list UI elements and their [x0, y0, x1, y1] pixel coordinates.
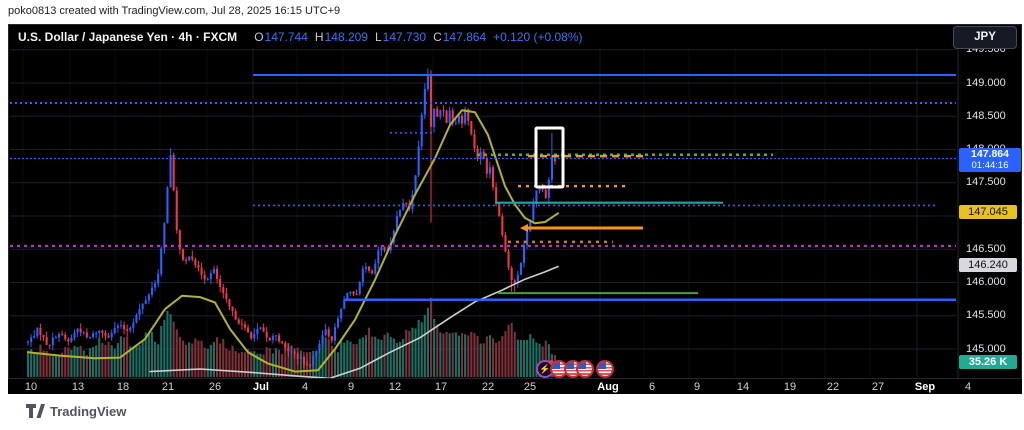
- tradingview-logo-icon: [26, 404, 45, 418]
- change-value: +0.120 (+0.08%): [493, 30, 583, 44]
- time-axis-label: 22: [481, 381, 495, 393]
- tradingview-logo[interactable]: TradingView: [26, 404, 126, 419]
- time-axis-label: 4: [964, 381, 972, 393]
- price-axis-label: 145.000: [966, 342, 1006, 355]
- time-axis-label: 22: [826, 381, 840, 393]
- close-value: 147.864: [442, 30, 487, 44]
- price-axis[interactable]: 149.500149.000148.500148.000147.500146.5…: [958, 24, 1022, 378]
- volume-badge: 35.26 K: [959, 354, 1017, 369]
- time-axis-label: Aug: [597, 381, 619, 393]
- currency-toggle-button[interactable]: JPY: [953, 26, 1017, 49]
- time-axis-label: 9: [347, 381, 355, 393]
- time-axis-label: 26: [208, 381, 222, 393]
- time-axis-label: Sep: [914, 381, 936, 393]
- symbol-title[interactable]: U.S. Dollar / Japanese Yen · 4h · FXCM: [18, 30, 238, 44]
- last-price-value: 147.864: [971, 147, 1009, 160]
- time-axis-label: Jul: [253, 381, 269, 393]
- open-label: O: [254, 30, 264, 44]
- high-label: H: [314, 30, 324, 44]
- open-value: 147.744: [264, 30, 308, 44]
- time-axis-label: 12: [388, 381, 402, 393]
- price-axis-label: 145.500: [966, 309, 1006, 322]
- price-axis-label: 146.000: [966, 276, 1006, 288]
- time-axis-label: 6: [648, 381, 656, 393]
- time-axis-label: 13: [71, 381, 85, 393]
- yellow-ma-badge: 147.045: [959, 204, 1017, 219]
- low-label: L: [374, 30, 382, 44]
- time-axis-label: 18: [116, 381, 130, 393]
- high-value: 148.209: [324, 30, 368, 44]
- last-price-badge: 147.864 01:44:16: [959, 147, 1021, 172]
- time-axis-label: 4: [301, 381, 309, 393]
- price-axis-label: 146.500: [966, 242, 1006, 255]
- time-axis-label: 9: [693, 381, 701, 393]
- time-axis-label: 10: [24, 381, 38, 393]
- tradingview-logo-text: TradingView: [50, 404, 127, 419]
- bar-countdown: 01:44:16: [971, 159, 1009, 171]
- time-axis-label: 17: [434, 381, 448, 393]
- price-axis-label: 148.500: [966, 109, 1006, 122]
- us-economic-event-icon[interactable]: [576, 360, 594, 378]
- time-axis-label: 19: [783, 381, 797, 393]
- low-value: 147.730: [382, 30, 427, 44]
- footer: TradingView: [0, 393, 1024, 430]
- price-axis-label: 149.000: [966, 76, 1006, 89]
- time-axis-label: 14: [736, 381, 750, 393]
- time-axis-label: 21: [161, 381, 175, 393]
- close-label: C: [433, 30, 442, 44]
- us-economic-event-icon[interactable]: [596, 360, 614, 378]
- screenshot-credit: poko0813 created with TradingView.com, J…: [8, 5, 341, 17]
- white-ma-badge: 146.240: [959, 258, 1017, 273]
- time-axis-label: 27: [871, 381, 885, 393]
- symbol-header[interactable]: U.S. Dollar / Japanese Yen · 4h · FXCM O1…: [18, 30, 583, 44]
- price-axis-label: 147.500: [966, 176, 1006, 189]
- time-axis[interactable]: 10 13 18 21 26 Jul 4 9 12 17 22 25 Aug 6 9 14 19 22 27 Sep 4: [8, 378, 1022, 394]
- time-axis-label: 25: [523, 381, 537, 393]
